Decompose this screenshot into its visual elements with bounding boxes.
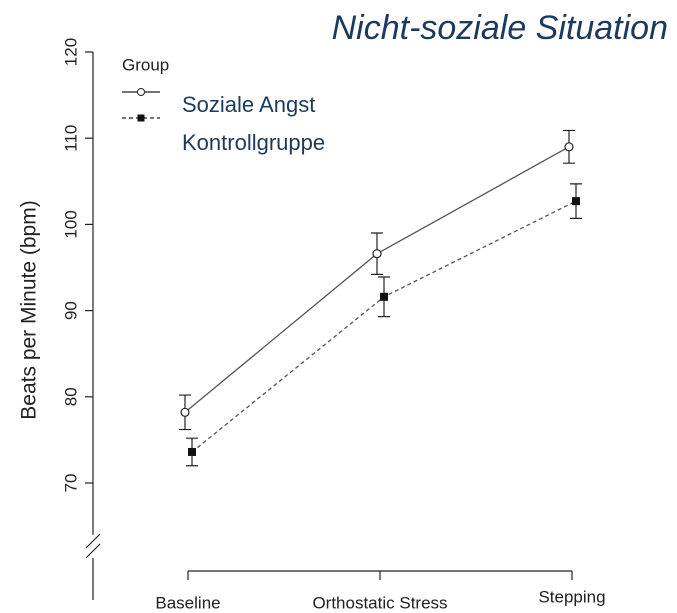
legend-title: Group bbox=[122, 55, 169, 74]
y-tick-label: 110 bbox=[61, 125, 80, 152]
marker bbox=[372, 249, 382, 259]
y-tick-label: 120 bbox=[61, 38, 80, 66]
marker bbox=[188, 447, 196, 456]
y-tick-label: 80 bbox=[61, 387, 80, 406]
marker bbox=[380, 292, 388, 301]
legend-label: Soziale Angst bbox=[182, 92, 315, 117]
marker bbox=[572, 197, 580, 206]
legend-label: Kontrollgruppe bbox=[182, 130, 325, 155]
chart-title: Nicht-soziale Situation bbox=[332, 9, 668, 47]
legend-marker bbox=[137, 114, 145, 122]
legend-marker bbox=[137, 88, 145, 96]
y-tick-label: 100 bbox=[61, 210, 80, 238]
series-line bbox=[184, 146, 570, 413]
y-tick-label: 90 bbox=[61, 301, 80, 320]
x-tick-label: Stepping bbox=[538, 587, 605, 606]
axis-break bbox=[85, 533, 101, 559]
x-tick-label: Orthostatic Stress bbox=[312, 593, 447, 612]
series-line bbox=[191, 200, 577, 453]
y-axis-label: Beats per Minute (bpm) bbox=[18, 200, 41, 419]
y-tick-label: 70 bbox=[61, 474, 80, 493]
marker bbox=[564, 142, 574, 152]
x-tick-label: Baseline bbox=[155, 593, 220, 612]
marker bbox=[180, 407, 190, 417]
